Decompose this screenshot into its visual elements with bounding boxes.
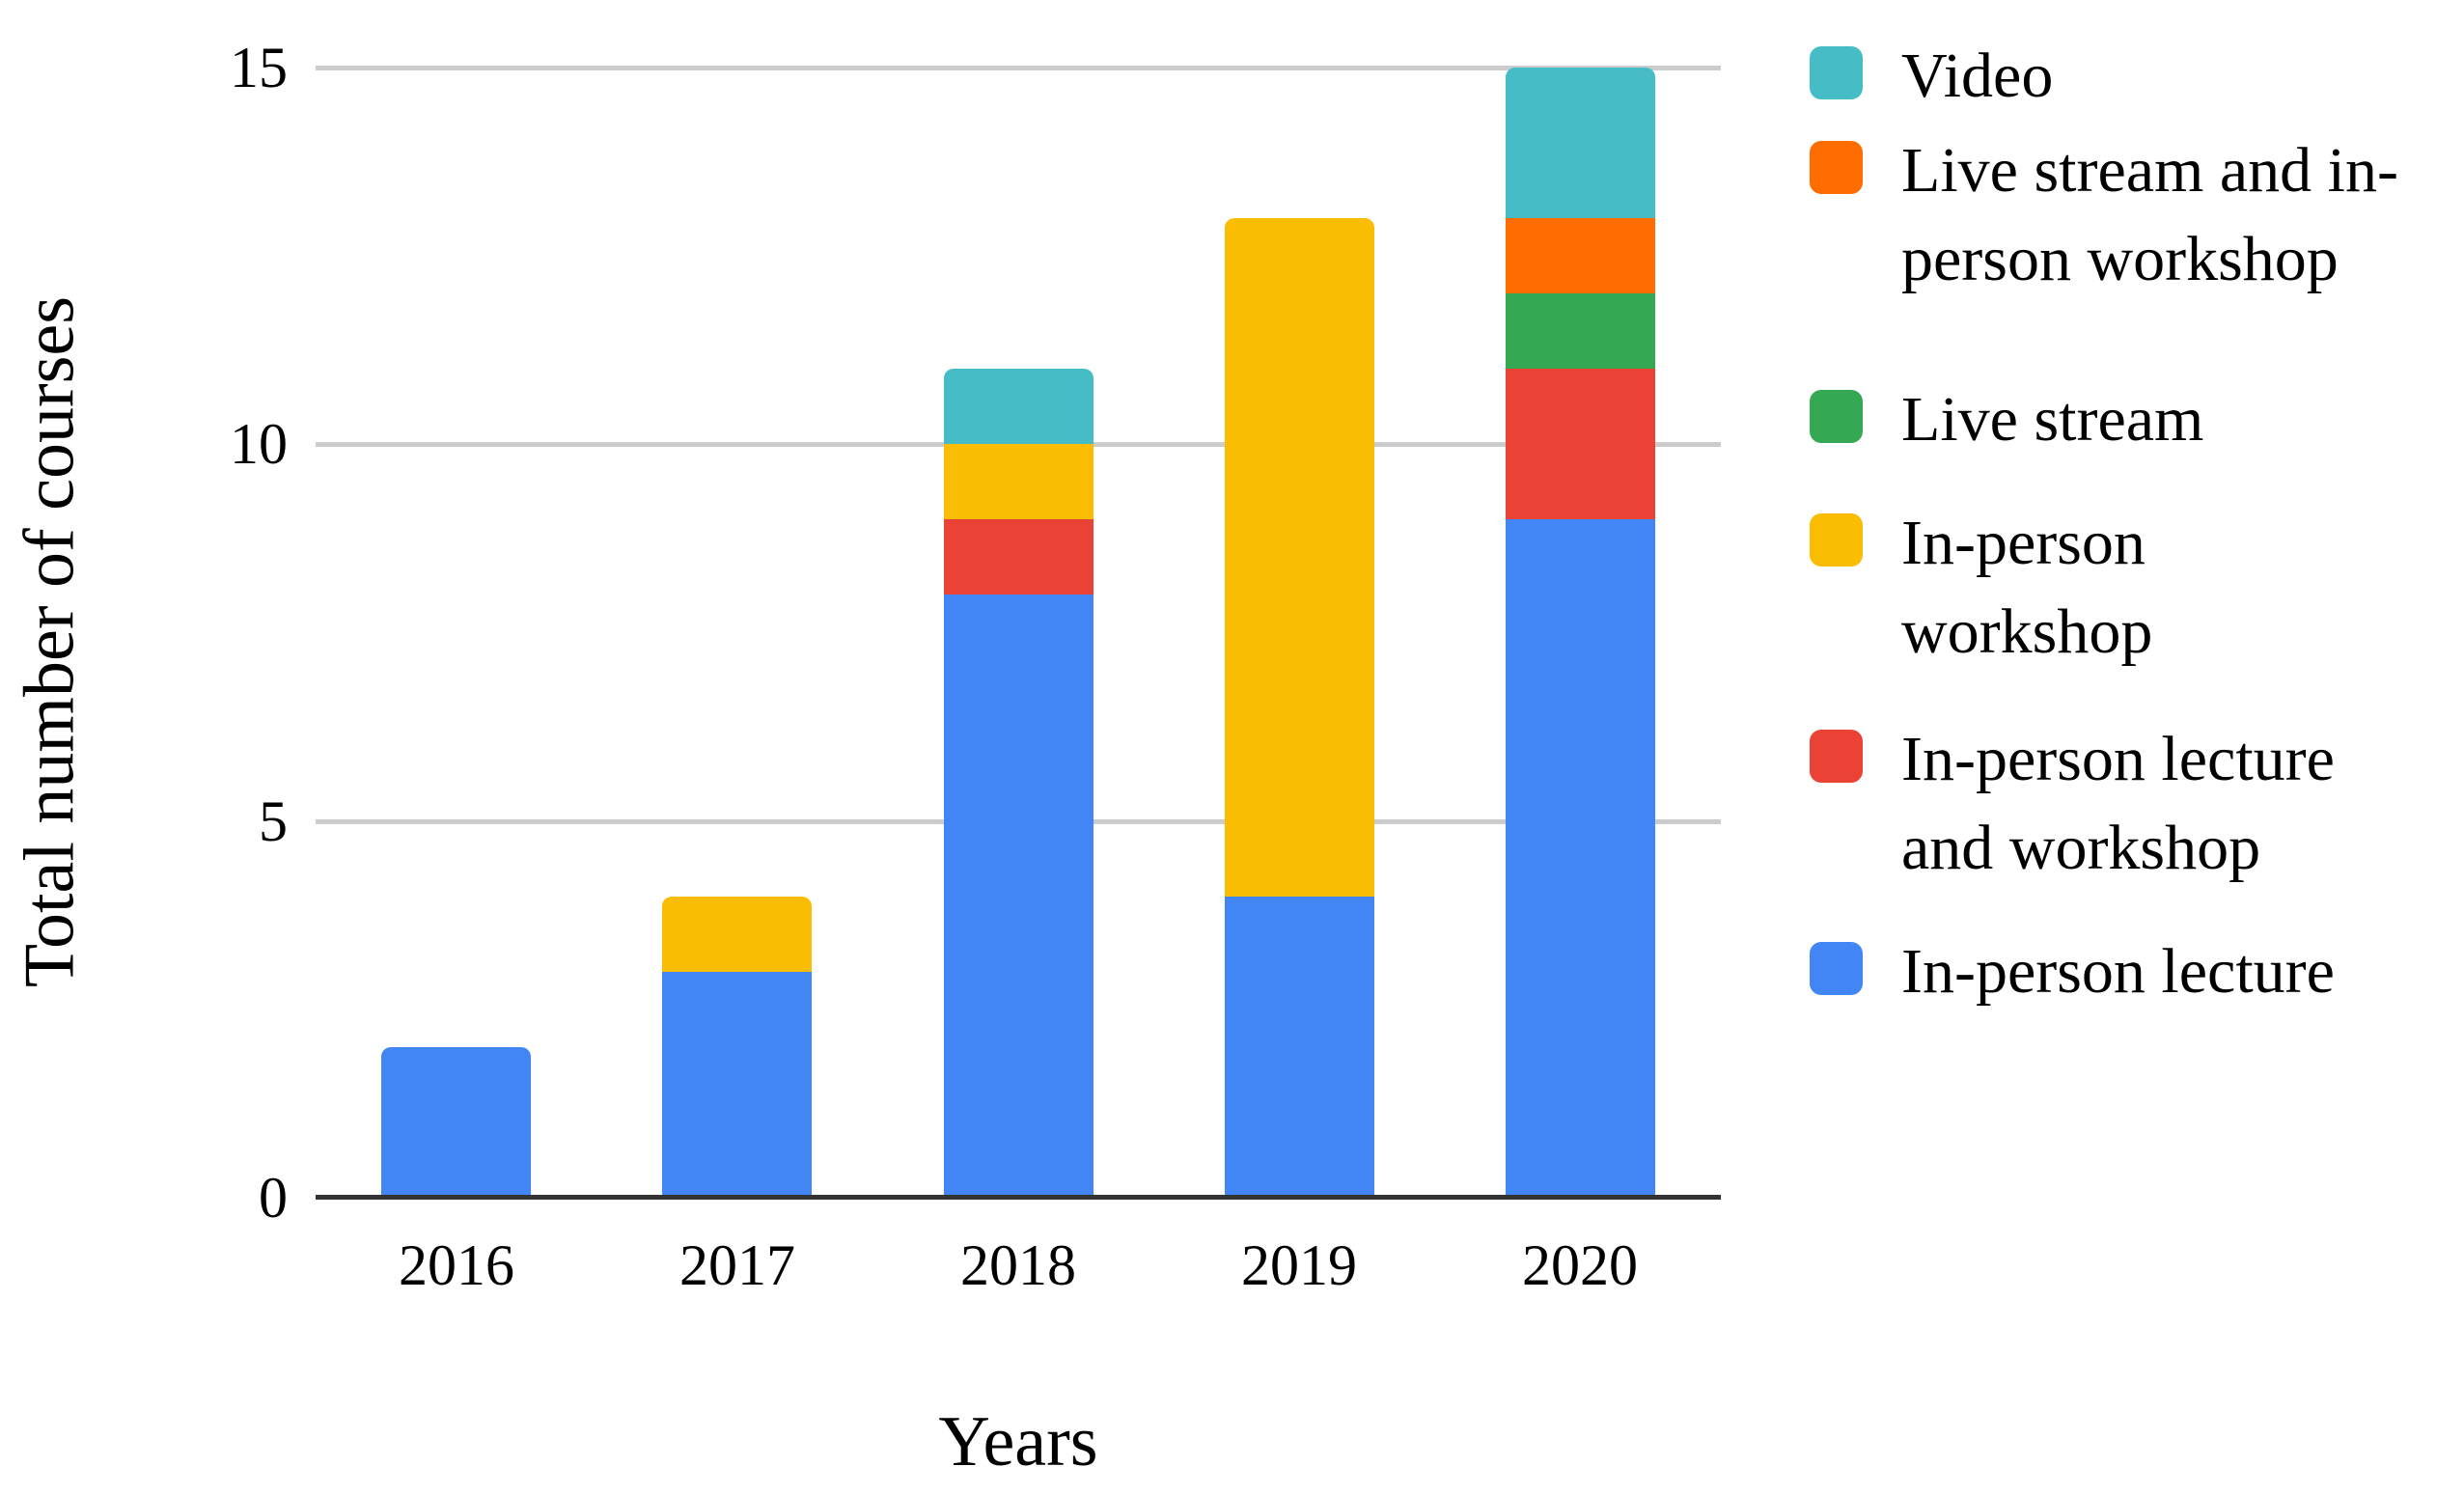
legend-swatch-in-person-lecture-and-workshop — [1810, 730, 1863, 783]
legend-label-line: Live stream — [1901, 384, 2204, 455]
legend-label: In-person lecture and workshop — [1901, 715, 2335, 893]
x-tick-label-2018: 2018 — [960, 1233, 1076, 1297]
bar-segment-2018-in-person-lecture-and-workshop — [944, 519, 1094, 595]
y-tick-label-10: 10 — [230, 412, 288, 476]
bar-segment-2017-in-person-workshop — [662, 897, 812, 972]
y-tick-label-15: 15 — [230, 36, 288, 99]
legend-label-line: Live stream and in- — [1901, 135, 2398, 206]
x-tick-label-2020: 2020 — [1522, 1233, 1638, 1297]
bar-segment-2020-live-stream-and-in-person-workshop — [1506, 218, 1655, 293]
legend-label-line: Video — [1901, 41, 2054, 111]
legend-label: Video — [1901, 32, 2053, 121]
legend-label-line: workshop — [1901, 596, 2153, 667]
gridline-15 — [316, 66, 1721, 70]
legend-item-in-person-lecture: In-person lecture — [1810, 936, 2335, 1016]
legend-swatch-in-person-lecture — [1810, 942, 1863, 995]
bar-segment-2020-live-stream — [1506, 293, 1655, 369]
x-axis-line — [316, 1195, 1721, 1200]
bar-segment-2020-video — [1506, 68, 1655, 218]
y-tick-label-5: 5 — [259, 789, 288, 853]
legend-label-line: In-person lecture — [1901, 936, 2335, 1007]
legend-label-line: and workshop — [1901, 813, 2261, 883]
y-axis-title: Total number of courses — [10, 295, 90, 988]
legend-item-in-person-workshop: In-person workshop — [1810, 508, 2152, 677]
legend-item-live-stream-and-in-person-workshop: Live stream and in-person workshop — [1810, 135, 2398, 304]
bar-segment-2020-in-person-lecture-and-workshop — [1506, 369, 1655, 519]
y-tick-label-0: 0 — [259, 1166, 288, 1230]
x-tick-label-2017: 2017 — [679, 1233, 795, 1297]
legend-label-line: person workshop — [1901, 224, 2339, 294]
legend-label-line: In-person — [1901, 508, 2146, 578]
bar-segment-2018-in-person-lecture — [944, 595, 1094, 1198]
legend-swatch-live-stream-and-in-person-workshop — [1810, 141, 1863, 194]
legend-label: In-person workshop — [1901, 499, 2152, 677]
legend-label: In-person lecture — [1901, 927, 2335, 1016]
x-tick-label-2019: 2019 — [1241, 1233, 1357, 1297]
bar-segment-2019-in-person-workshop — [1225, 218, 1374, 897]
legend-swatch-live-stream — [1810, 390, 1863, 443]
x-tick-label-2016: 2016 — [399, 1233, 514, 1297]
bar-segment-2020-in-person-lecture — [1506, 519, 1655, 1198]
legend-label: Live stream and in-person workshop — [1901, 126, 2398, 304]
bar-segment-2019-in-person-lecture — [1225, 897, 1374, 1198]
legend-item-video: Video — [1810, 41, 2053, 121]
bar-segment-2016-in-person-lecture — [381, 1047, 531, 1198]
legend-swatch-in-person-workshop — [1810, 513, 1863, 567]
bar-segment-2018-in-person-workshop — [944, 444, 1094, 519]
legend-label: Live stream — [1901, 375, 2203, 464]
legend-item-in-person-lecture-and-workshop: In-person lecture and workshop — [1810, 724, 2335, 893]
x-axis-title: Years — [938, 1402, 1098, 1481]
legend-label-line: In-person lecture — [1901, 724, 2335, 794]
legend-swatch-video — [1810, 46, 1863, 99]
legend-item-live-stream: Live stream — [1810, 384, 2203, 464]
bar-segment-2018-video — [944, 369, 1094, 444]
bar-segment-2017-in-person-lecture — [662, 972, 812, 1198]
